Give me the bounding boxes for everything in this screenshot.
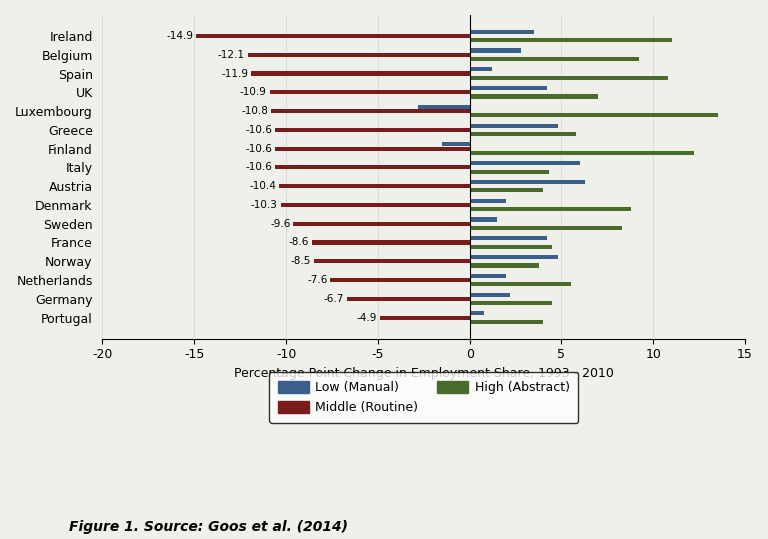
X-axis label: Percentage Point Change in Employment Share, 1993 - 2010: Percentage Point Change in Employment Sh… (233, 367, 614, 380)
Bar (470, 274, 506, 278)
Text: -10.6: -10.6 (246, 125, 273, 135)
Bar (196, 34, 470, 38)
Bar (270, 90, 470, 94)
Bar (470, 123, 558, 128)
Bar (330, 278, 470, 282)
Text: -10.8: -10.8 (242, 106, 269, 116)
Text: -8.6: -8.6 (289, 238, 309, 247)
Bar (470, 161, 580, 165)
Legend: Low (Manual), Middle (Routine), High (Abstract): Low (Manual), Middle (Routine), High (Ab… (269, 372, 578, 423)
Bar (293, 222, 470, 226)
Bar (470, 49, 521, 53)
Bar (470, 236, 547, 240)
Bar (470, 180, 585, 184)
Text: -12.1: -12.1 (218, 50, 245, 60)
Bar (346, 297, 470, 301)
Bar (251, 72, 470, 75)
Text: -11.9: -11.9 (221, 68, 248, 79)
Bar (470, 132, 576, 136)
Bar (442, 142, 470, 147)
Bar (470, 151, 694, 155)
Bar (275, 165, 470, 169)
Bar (470, 30, 534, 34)
Bar (419, 105, 470, 109)
Bar (470, 264, 539, 267)
Bar (470, 94, 598, 99)
Text: -9.6: -9.6 (270, 219, 290, 229)
Bar (280, 203, 470, 207)
Text: -10.6: -10.6 (246, 162, 273, 172)
Bar (470, 255, 558, 259)
Bar (470, 170, 548, 174)
Bar (470, 199, 506, 203)
Bar (470, 113, 717, 118)
Bar (470, 312, 485, 315)
Text: -10.4: -10.4 (249, 181, 276, 191)
Text: -8.5: -8.5 (290, 256, 311, 266)
Bar (470, 86, 547, 90)
Text: -14.9: -14.9 (167, 31, 194, 41)
Bar (279, 184, 470, 188)
Bar (312, 240, 470, 245)
Bar (470, 320, 543, 324)
Bar (470, 293, 510, 296)
Bar (275, 147, 470, 151)
Bar (470, 67, 492, 71)
Bar (470, 301, 552, 305)
Bar (470, 217, 497, 222)
Text: -4.9: -4.9 (356, 313, 377, 322)
Text: -10.6: -10.6 (246, 143, 273, 154)
Bar (470, 245, 552, 249)
Bar (470, 38, 672, 42)
Bar (313, 259, 470, 264)
Text: -10.3: -10.3 (251, 200, 278, 210)
Text: -7.6: -7.6 (307, 275, 327, 285)
Bar (247, 53, 470, 57)
Bar (470, 282, 571, 286)
Bar (470, 57, 638, 61)
Text: -10.9: -10.9 (240, 87, 266, 98)
Text: -6.7: -6.7 (323, 294, 344, 304)
Bar (379, 315, 470, 320)
Bar (470, 207, 631, 211)
Bar (470, 188, 543, 192)
Text: Figure 1. Source: Goos et al. (2014): Figure 1. Source: Goos et al. (2014) (69, 520, 348, 534)
Bar (275, 128, 470, 132)
Bar (271, 109, 470, 113)
Bar (470, 75, 668, 80)
Bar (470, 226, 622, 230)
